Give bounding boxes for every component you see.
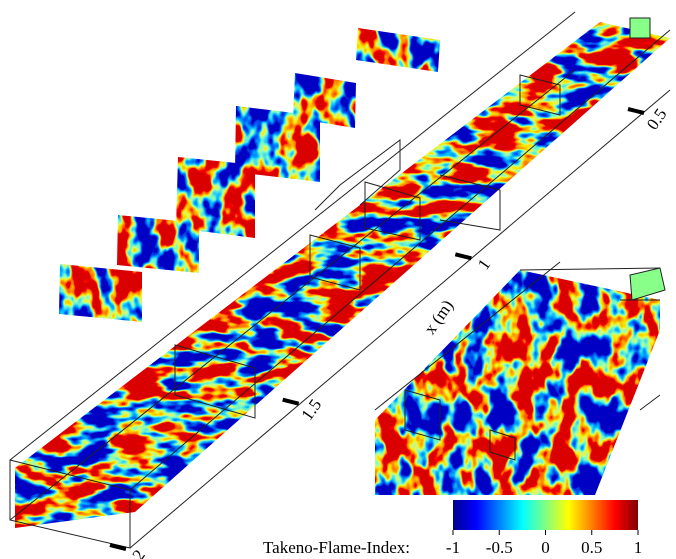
colorbar-label: Takeno-Flame-Index: — [263, 538, 410, 557]
tick-mark — [455, 254, 471, 258]
colorbar — [453, 500, 638, 530]
tick-mark — [628, 109, 644, 113]
tick-label: 0.5 — [581, 538, 602, 557]
tick-label: 0 — [541, 538, 550, 557]
colorbar-ticks: -1 -0.5 0 0.5 1 — [446, 530, 642, 557]
figure: x (m) 0.5 1 1.5 2 Takeno-Flame-Index: -1 -0.… — [0, 0, 676, 559]
tick-mark — [110, 545, 126, 549]
tick-mark — [283, 400, 299, 404]
tick-label: 1.5 — [297, 396, 325, 424]
tick-label: -1 — [446, 538, 460, 557]
tick-label: 1 — [474, 255, 494, 273]
tick-label: 1 — [634, 538, 643, 557]
tick-label: 2 — [128, 546, 148, 559]
tick-label: -0.5 — [486, 538, 513, 557]
axis-label: x (m) — [420, 296, 457, 337]
